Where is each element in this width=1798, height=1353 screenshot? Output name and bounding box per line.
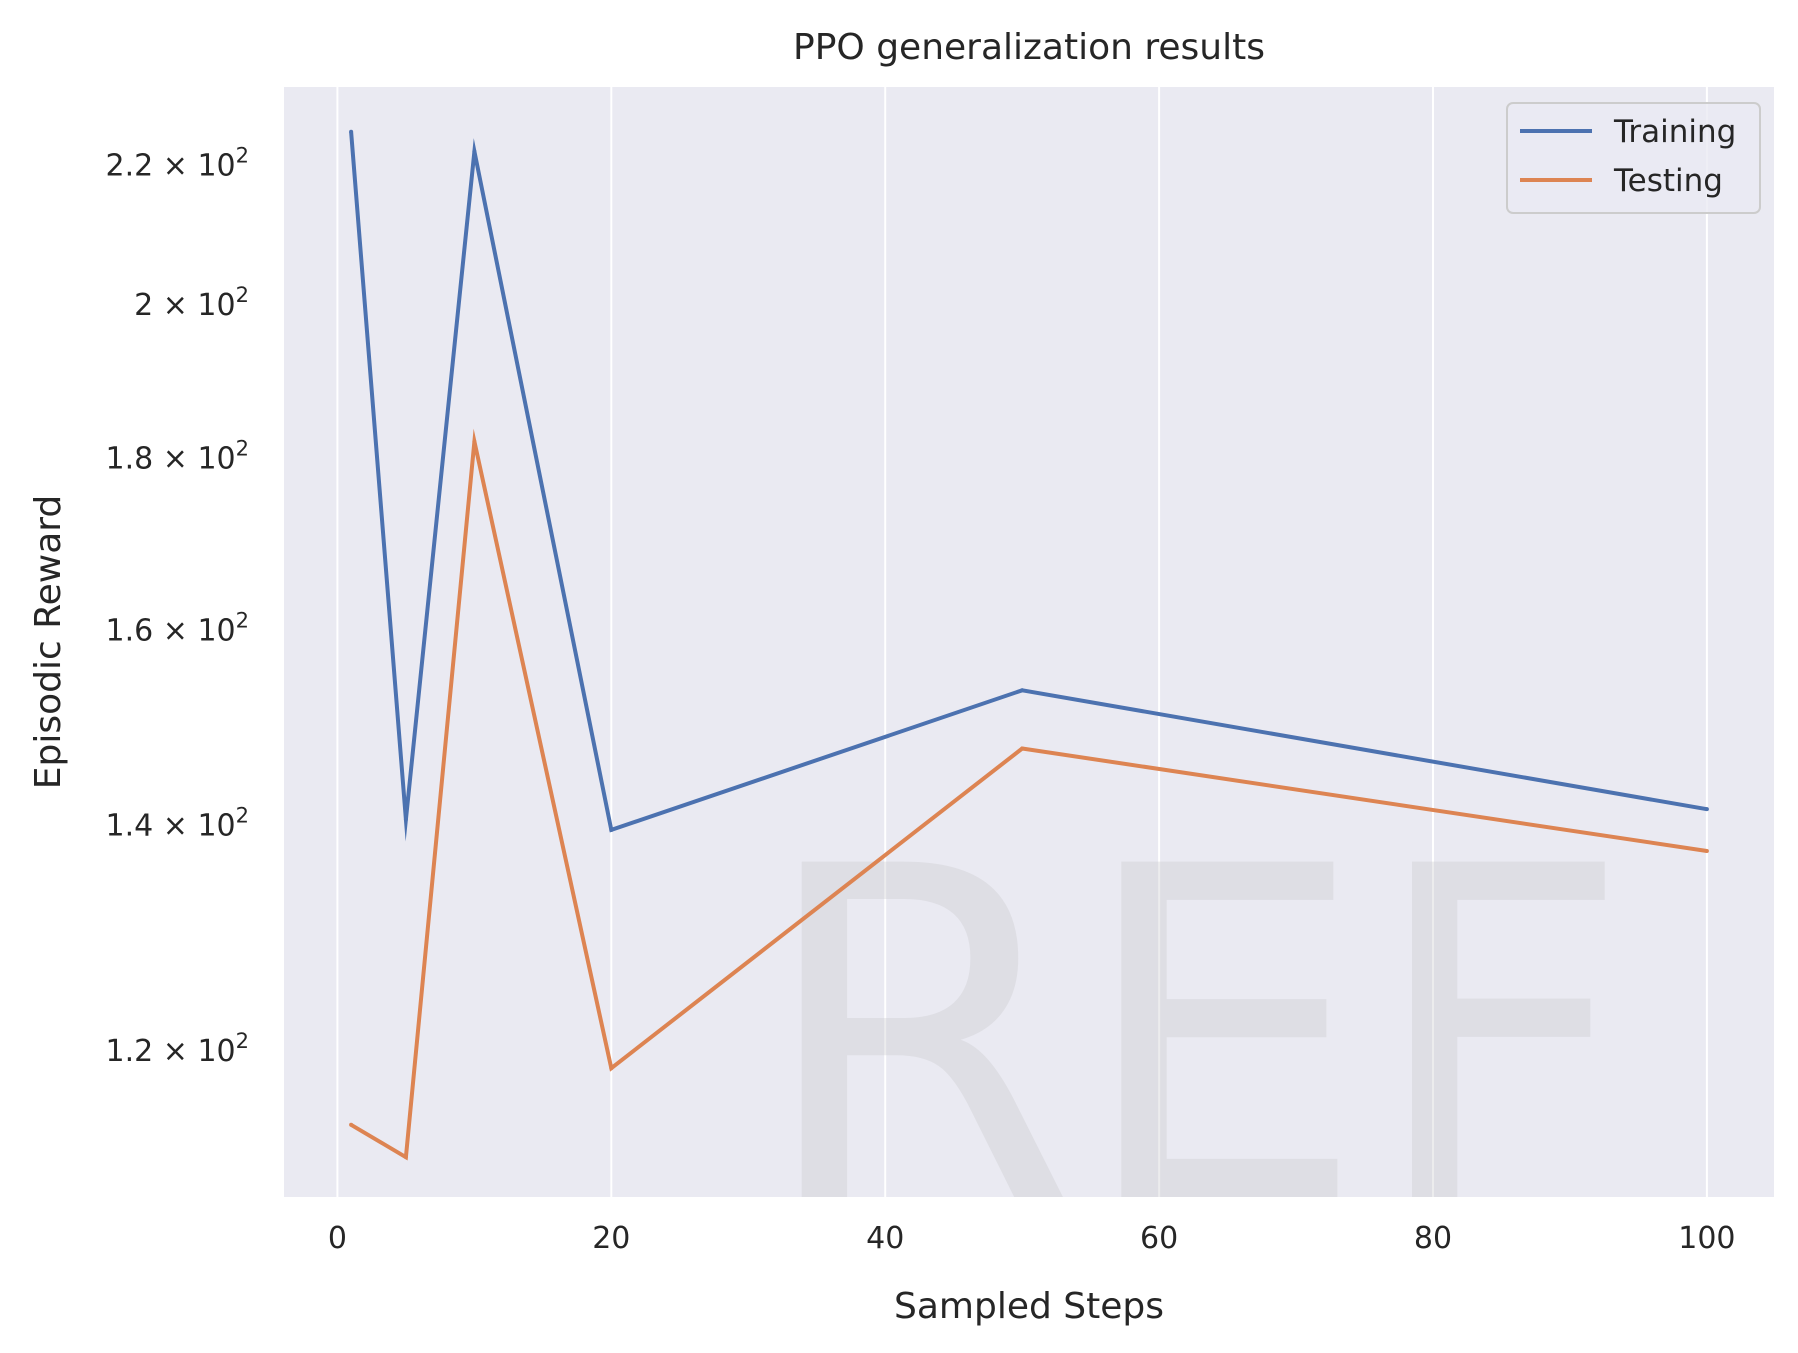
watermark: REF xyxy=(757,771,1632,1306)
data-point-testing-5 xyxy=(403,1155,408,1160)
data-point-training-50 xyxy=(1020,688,1025,693)
y-tick-label-120: 1.2 × 102 xyxy=(106,1029,249,1069)
data-point-training-5 xyxy=(403,817,408,822)
x-tick-label-40: 40 xyxy=(866,1221,904,1256)
series-line-testing xyxy=(350,428,1708,1161)
legend-label-training: Training xyxy=(1613,114,1736,150)
data-point-training-100 xyxy=(1704,807,1709,812)
x-tick-label-0: 0 xyxy=(328,1221,347,1256)
grid-lines xyxy=(336,87,1708,1197)
data-point-testing-20 xyxy=(609,1066,614,1071)
data-point-training-1 xyxy=(349,129,354,134)
y-axis-label: Episodic Reward xyxy=(28,495,69,790)
x-tick-label-100: 100 xyxy=(1678,1221,1735,1256)
y-tick-label-160: 1.6 × 102 xyxy=(106,609,249,649)
y-tick-label-200: 2 × 102 xyxy=(134,283,249,323)
x-tick-label-80: 80 xyxy=(1414,1221,1452,1256)
series-layer xyxy=(349,129,1709,1161)
y-tick-label-180: 1.8 × 102 xyxy=(106,437,249,477)
x-tick-label-60: 60 xyxy=(1140,1221,1178,1256)
y-tick-label-220: 2.2 × 102 xyxy=(106,144,249,184)
y-axis-ticks: 1.2 × 102 1.4 × 102 1.6 × 102 1.8 × 102 2 × … xyxy=(106,144,249,1069)
data-point-training-20 xyxy=(609,827,614,832)
data-point-testing-1 xyxy=(349,1122,354,1127)
data-point-testing-50 xyxy=(1020,746,1025,751)
chart-title: PPO generalization results xyxy=(793,27,1265,68)
plot-background xyxy=(284,87,1774,1197)
legend: Training Testing xyxy=(1506,102,1761,214)
legend-label-testing: Testing xyxy=(1613,163,1723,199)
data-point-testing-100 xyxy=(1704,849,1709,854)
y-tick-label-140: 1.4 × 102 xyxy=(106,804,249,844)
data-point-testing-10 xyxy=(472,439,477,444)
x-axis-ticks: 0 20 40 60 80 100 xyxy=(328,1221,1736,1256)
x-axis-label: Sampled Steps xyxy=(894,1286,1164,1327)
series-line-training xyxy=(349,131,1708,842)
x-tick-label-20: 20 xyxy=(592,1221,630,1256)
data-point-training-10 xyxy=(472,149,477,154)
